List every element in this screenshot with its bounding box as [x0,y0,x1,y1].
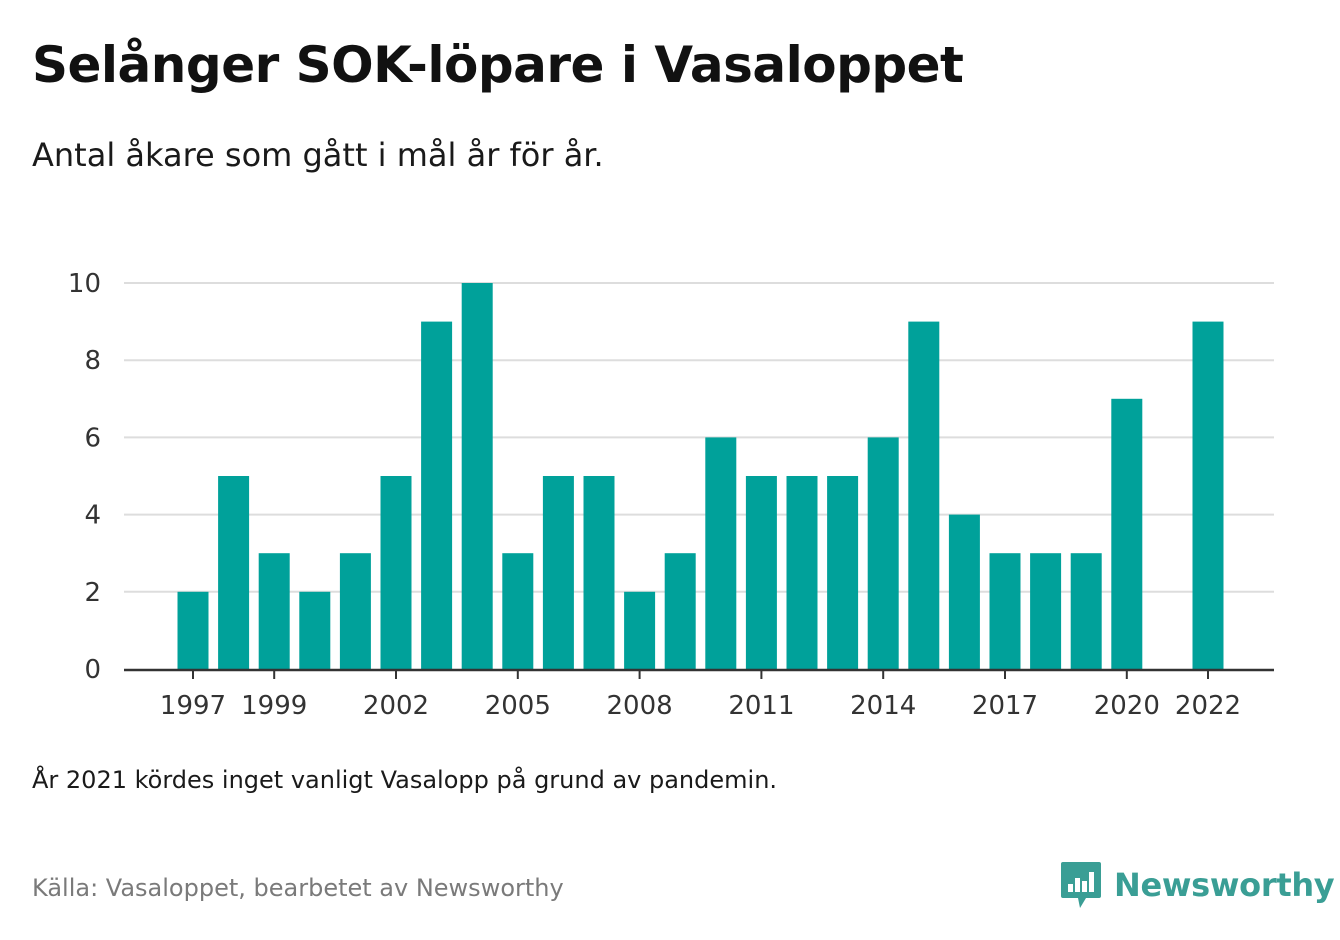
gridlines [124,282,1274,593]
y-axis-ticks: 0 2 4 6 8 10 [68,269,101,685]
x-tick-label: 2020 [1094,691,1160,721]
bar-2014 [867,437,899,669]
y-tick-label: 6 [84,423,101,453]
x-tick-label: 2014 [850,691,916,721]
bar-2016 [948,514,980,669]
bar-2004 [461,283,493,669]
x-tick-label: 2011 [728,691,794,721]
y-tick-label: 8 [84,346,101,376]
bar-2001 [339,553,371,669]
bar-2022 [1192,321,1224,669]
y-tick-label: 10 [68,269,101,299]
bar-2000 [299,591,331,669]
y-tick-label: 0 [84,655,101,685]
x-tick-label: 2022 [1175,691,1241,721]
y-tick-label: 4 [84,501,101,531]
bar-2020 [1111,398,1143,669]
x-tick-label: 2017 [972,691,1038,721]
bar-2003 [421,321,453,669]
bar-1997 [177,591,209,669]
bar-2017 [989,553,1021,669]
x-tick-label: 1999 [241,691,307,721]
bar-2008 [624,591,656,669]
bar-2018 [1030,553,1062,669]
bar-2002 [380,476,412,669]
brand-name: Newsworthy [1114,866,1335,904]
chart-title: Selånger SOK-löpare i Vasaloppet [32,36,964,94]
bar-1998 [218,476,250,669]
bars [177,283,1224,669]
bar-2009 [664,553,696,669]
x-tick-label: 2002 [363,691,429,721]
bar-1999 [258,553,290,669]
newsworthy-logo-icon [1061,862,1101,908]
bar-2011 [745,476,777,669]
bar-2005 [502,553,534,669]
x-axis-ticks: 1997 1999 2002 2005 2008 2011 2014 2017 2020 2022 [160,670,1241,721]
bar-2010 [705,437,737,669]
bar-2019 [1070,553,1102,669]
bar-2007 [583,476,615,669]
bar-2013 [827,476,859,669]
bar-2012 [786,476,818,669]
bar-2015 [908,321,940,669]
chart-subtitle: Antal åkare som gått i mål år för år. [32,136,604,174]
y-tick-label: 2 [84,578,101,608]
x-tick-label: 1997 [160,691,226,721]
x-tick-label: 2008 [607,691,673,721]
source-line: Källa: Vasaloppet, bearbetet av Newswort… [32,874,564,902]
newsworthy-logo: Newsworthy [1060,860,1335,910]
x-tick-label: 2005 [485,691,551,721]
bar-2006 [542,476,574,669]
chart-note: År 2021 kördes inget vanligt Vasalopp på… [32,766,778,794]
